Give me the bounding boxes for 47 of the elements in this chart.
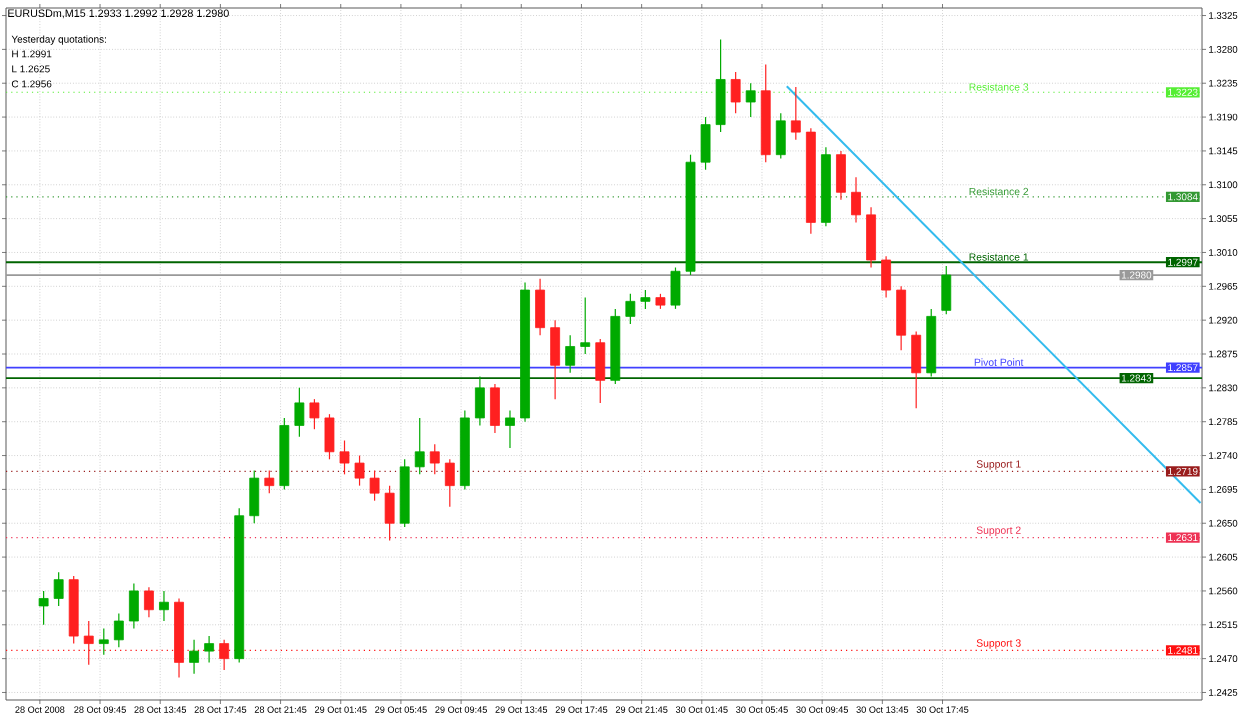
candlestick xyxy=(219,639,230,671)
candlestick xyxy=(595,338,606,404)
candlestick xyxy=(309,398,320,430)
candlestick xyxy=(580,296,591,355)
candlestick xyxy=(535,278,545,336)
candlestick xyxy=(264,469,275,494)
candlestick xyxy=(836,150,846,201)
candlestick xyxy=(640,289,651,310)
candlestick xyxy=(775,112,786,160)
candlestick xyxy=(866,206,876,269)
candlestick xyxy=(189,639,199,675)
candlestick xyxy=(730,71,741,114)
candlestick xyxy=(474,375,485,427)
candlestick xyxy=(490,383,500,434)
candlestick xyxy=(444,458,455,508)
candlestick xyxy=(38,590,49,626)
candlestick xyxy=(369,469,380,502)
candlestick xyxy=(249,469,260,524)
candlestick xyxy=(505,409,515,449)
candlestick xyxy=(550,319,561,400)
candlestick xyxy=(565,334,576,374)
candlestick xyxy=(941,265,952,315)
candlestick xyxy=(881,255,892,299)
candlestick xyxy=(700,116,711,171)
candlestick xyxy=(98,627,109,656)
candlestick xyxy=(745,82,756,118)
candlestick xyxy=(159,590,169,622)
candlestick xyxy=(354,454,365,487)
candlestick xyxy=(414,417,425,475)
candlestick xyxy=(53,571,64,607)
candlestick xyxy=(204,635,215,663)
candlestick xyxy=(851,176,861,223)
candlestick xyxy=(911,330,922,409)
candlestick xyxy=(896,285,907,351)
candlestick xyxy=(294,387,305,438)
candlestick xyxy=(670,266,681,310)
candlestick xyxy=(83,620,94,666)
candlestick xyxy=(144,586,154,618)
candlestick xyxy=(128,582,139,630)
candlestick xyxy=(625,293,636,325)
candlestick xyxy=(384,485,395,542)
candlestick xyxy=(339,439,350,475)
candlestick xyxy=(324,413,335,460)
candlestick xyxy=(790,86,801,141)
candlestick xyxy=(429,443,440,475)
candlestick xyxy=(715,39,726,133)
candlestick xyxy=(113,612,124,648)
